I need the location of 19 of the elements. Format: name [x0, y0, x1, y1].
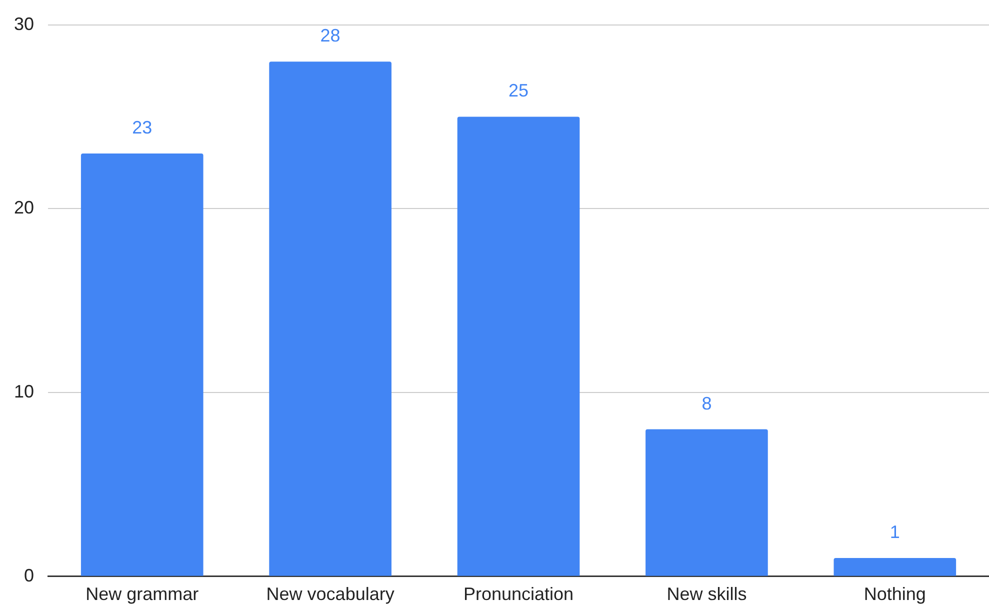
x-tick-label: New grammar	[86, 584, 199, 604]
y-tick-label: 0	[24, 565, 34, 586]
bar	[646, 429, 768, 576]
y-tick-label: 30	[14, 14, 34, 34]
bar	[80, 154, 204, 576]
data-label: 25	[508, 80, 529, 101]
data-label: 1	[890, 522, 900, 542]
data-label: 28	[320, 26, 340, 46]
bar	[269, 62, 392, 576]
y-tick-label: 20	[14, 198, 34, 218]
data-label: 23	[132, 117, 152, 138]
data-label: 8	[702, 393, 712, 414]
bar	[457, 116, 580, 576]
x-tick-label: Pronunciation	[463, 584, 574, 604]
bar	[834, 558, 956, 576]
x-tick-label: Nothing	[864, 584, 926, 604]
y-tick-label: 10	[14, 382, 34, 402]
x-tick-label: New vocabulary	[266, 584, 394, 604]
x-tick-label: New skills	[666, 584, 747, 604]
